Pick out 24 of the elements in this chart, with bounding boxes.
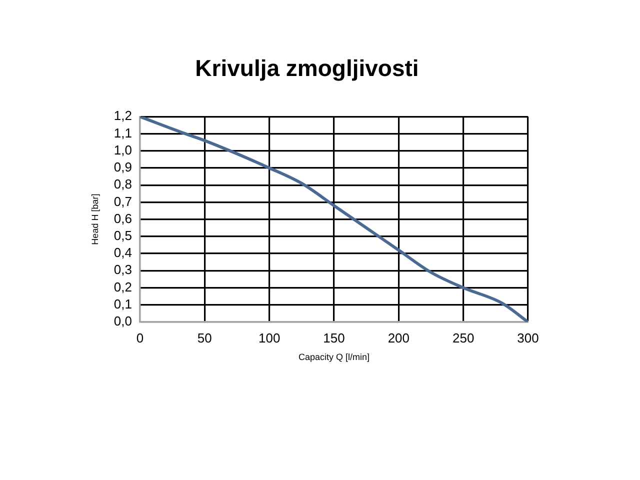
y-tick-label: 1,1 bbox=[114, 125, 132, 140]
x-tick-label: 50 bbox=[197, 330, 212, 346]
x-tick-label: 0 bbox=[136, 330, 144, 346]
x-tick-label: 150 bbox=[323, 330, 345, 346]
y-tick-label: 0,3 bbox=[114, 262, 132, 278]
x-tick-label: 100 bbox=[258, 330, 280, 346]
y-tick-label: 0,1 bbox=[114, 296, 132, 312]
x-tick-label: 300 bbox=[517, 330, 539, 346]
y-tick-label: 0,7 bbox=[114, 194, 132, 209]
y-tick-label: 0,0 bbox=[114, 314, 132, 329]
y-tick-label: 0,2 bbox=[114, 279, 132, 294]
y-tick-label: 0,9 bbox=[114, 160, 132, 175]
y-tick-label: 0,6 bbox=[114, 210, 132, 226]
x-axis-title: Capacity Q [l/min] bbox=[298, 352, 370, 362]
x-tick-label: 200 bbox=[388, 330, 410, 346]
y-tick-label: 0,8 bbox=[114, 176, 132, 192]
line-series bbox=[140, 116, 528, 322]
y-tick-label: 1,0 bbox=[114, 142, 132, 158]
y-tick-label: 0,5 bbox=[114, 228, 132, 243]
y-axis-title: Head H [bar] bbox=[90, 194, 100, 245]
x-tick-label: 250 bbox=[452, 330, 474, 346]
y-tick-label: 1,2 bbox=[114, 108, 132, 124]
chart-title: Krivulja zmogljivosti bbox=[195, 55, 419, 82]
y-tick-label: 0,4 bbox=[114, 245, 132, 260]
